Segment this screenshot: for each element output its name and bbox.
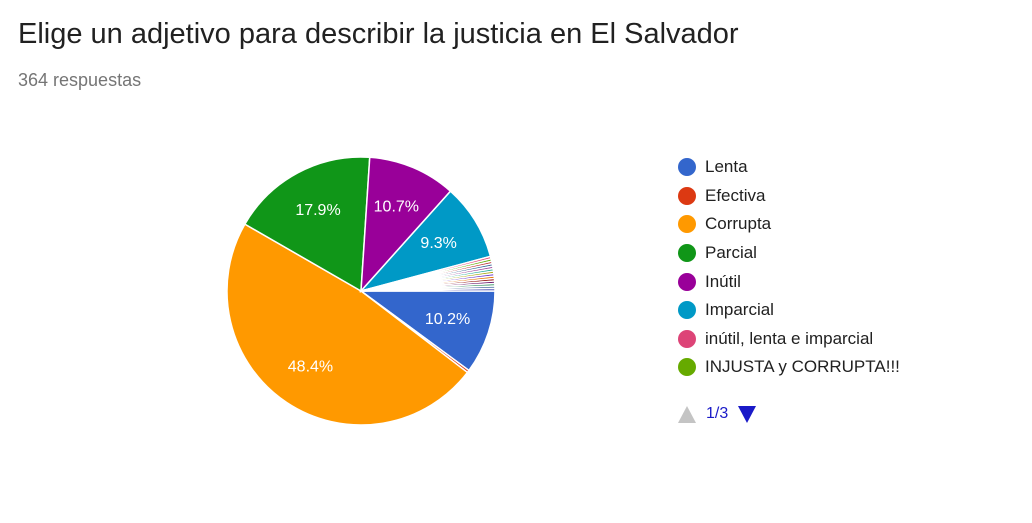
legend-label: INJUSTA y CORRUPTA!!! <box>705 357 900 377</box>
legend-swatch-icon <box>678 329 696 348</box>
legend-item: Inútil <box>678 267 900 296</box>
pie-slice <box>360 156 452 294</box>
chart-title: Elige un adjetivo para describir la just… <box>18 18 739 50</box>
legend-label: inútil, lenta e imparcial <box>705 328 874 348</box>
pie-slice <box>243 156 371 293</box>
legend-item: inútil, lenta e imparcial <box>678 325 900 354</box>
legend-label: Inútil <box>705 271 741 291</box>
pie-slice <box>360 287 496 292</box>
slice-label: 17.9% <box>295 202 340 219</box>
slice-label: 10.2% <box>425 311 470 328</box>
legend-swatch-icon <box>678 358 696 377</box>
legend-item: Efectiva <box>678 182 900 211</box>
legend-label: Imparcial <box>705 300 774 320</box>
legend-swatch-icon <box>678 272 696 291</box>
slice-label: 48.4% <box>288 358 333 375</box>
legend-label: Lenta <box>705 157 748 177</box>
legend-label: Corrupta <box>705 214 772 234</box>
legend-item: Lenta <box>678 153 900 182</box>
legend-pager: 1/3 <box>678 405 757 423</box>
response-count: 364 respuestas <box>18 70 142 90</box>
legend-item: INJUSTA y CORRUPTA!!! <box>678 353 900 382</box>
legend-item: Imparcial <box>678 296 900 325</box>
legend-label: Parcial <box>705 243 757 263</box>
legend-swatch-icon <box>678 158 696 177</box>
legend-swatch-icon <box>678 244 696 263</box>
legend: Lenta Efectiva Corrupta Parcial Inútil I… <box>678 153 900 382</box>
legend-swatch-icon <box>678 215 696 234</box>
legend-swatch-icon <box>678 301 696 320</box>
legend-item: Corrupta <box>678 210 900 239</box>
slice-label: 9.3% <box>420 235 456 252</box>
pie-slice <box>358 290 496 372</box>
pie-slice <box>358 190 492 293</box>
triangle-down-icon[interactable] <box>738 405 757 423</box>
triangle-up-icon[interactable] <box>678 405 696 423</box>
slice-label: 10.7% <box>374 199 419 216</box>
page-indicator: 1/3 <box>706 405 729 422</box>
pie-slice <box>226 223 469 426</box>
legend-item: Parcial <box>678 239 900 268</box>
legend-swatch-icon <box>678 186 696 205</box>
legend-label: Efectiva <box>705 185 766 205</box>
